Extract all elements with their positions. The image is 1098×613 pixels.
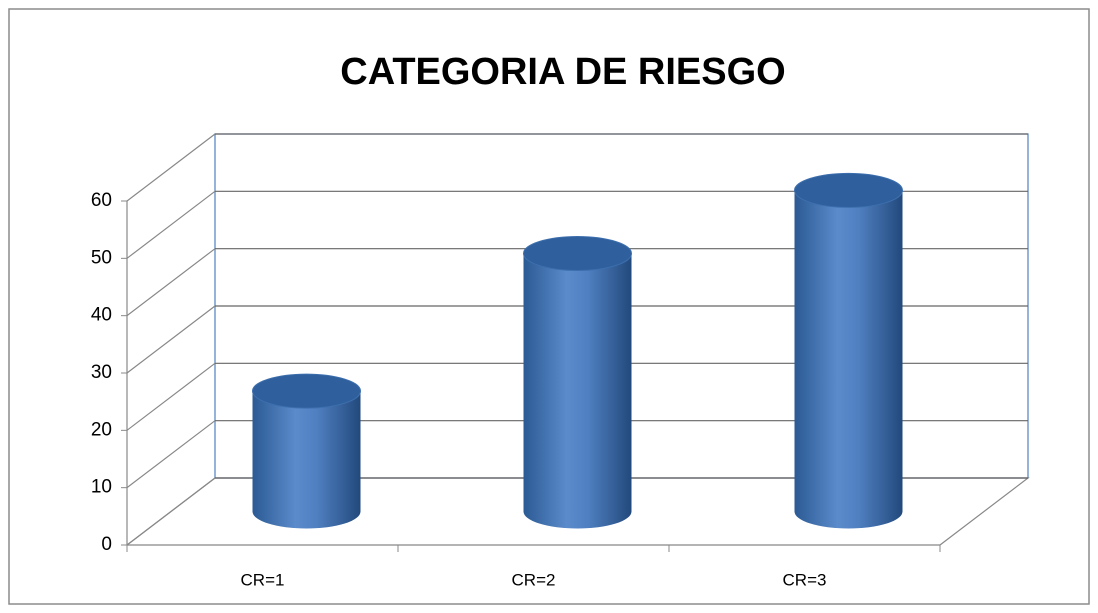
y-tick-label: 40 — [91, 305, 112, 326]
bar-top — [523, 236, 632, 271]
y-tick-label: 20 — [91, 419, 112, 440]
y-tick-label: 0 — [101, 534, 112, 555]
bar — [523, 253, 632, 529]
x-tick-label: CR=2 — [512, 570, 556, 589]
grid-line-side — [126, 477, 216, 546]
grid-line-side — [126, 420, 216, 489]
x-tick-label: CR=1 — [241, 570, 285, 589]
grid-line-side — [126, 362, 216, 431]
y-tick-label: 60 — [91, 190, 112, 211]
x-tick-label: CR=3 — [783, 570, 827, 589]
chart-title: CATEGORIA DE RIESGO — [340, 51, 785, 93]
y-tick-label: 30 — [91, 362, 112, 383]
grid-line-side — [126, 305, 216, 374]
grid-line-side — [126, 190, 216, 259]
grid-line-side — [126, 133, 216, 202]
bar — [794, 190, 903, 529]
bar — [252, 391, 361, 529]
y-tick-label: 10 — [91, 477, 112, 498]
y-tick-label: 50 — [91, 247, 112, 268]
grid-line-side — [126, 248, 216, 317]
bar-top — [252, 373, 361, 409]
bar-top — [794, 172, 903, 208]
